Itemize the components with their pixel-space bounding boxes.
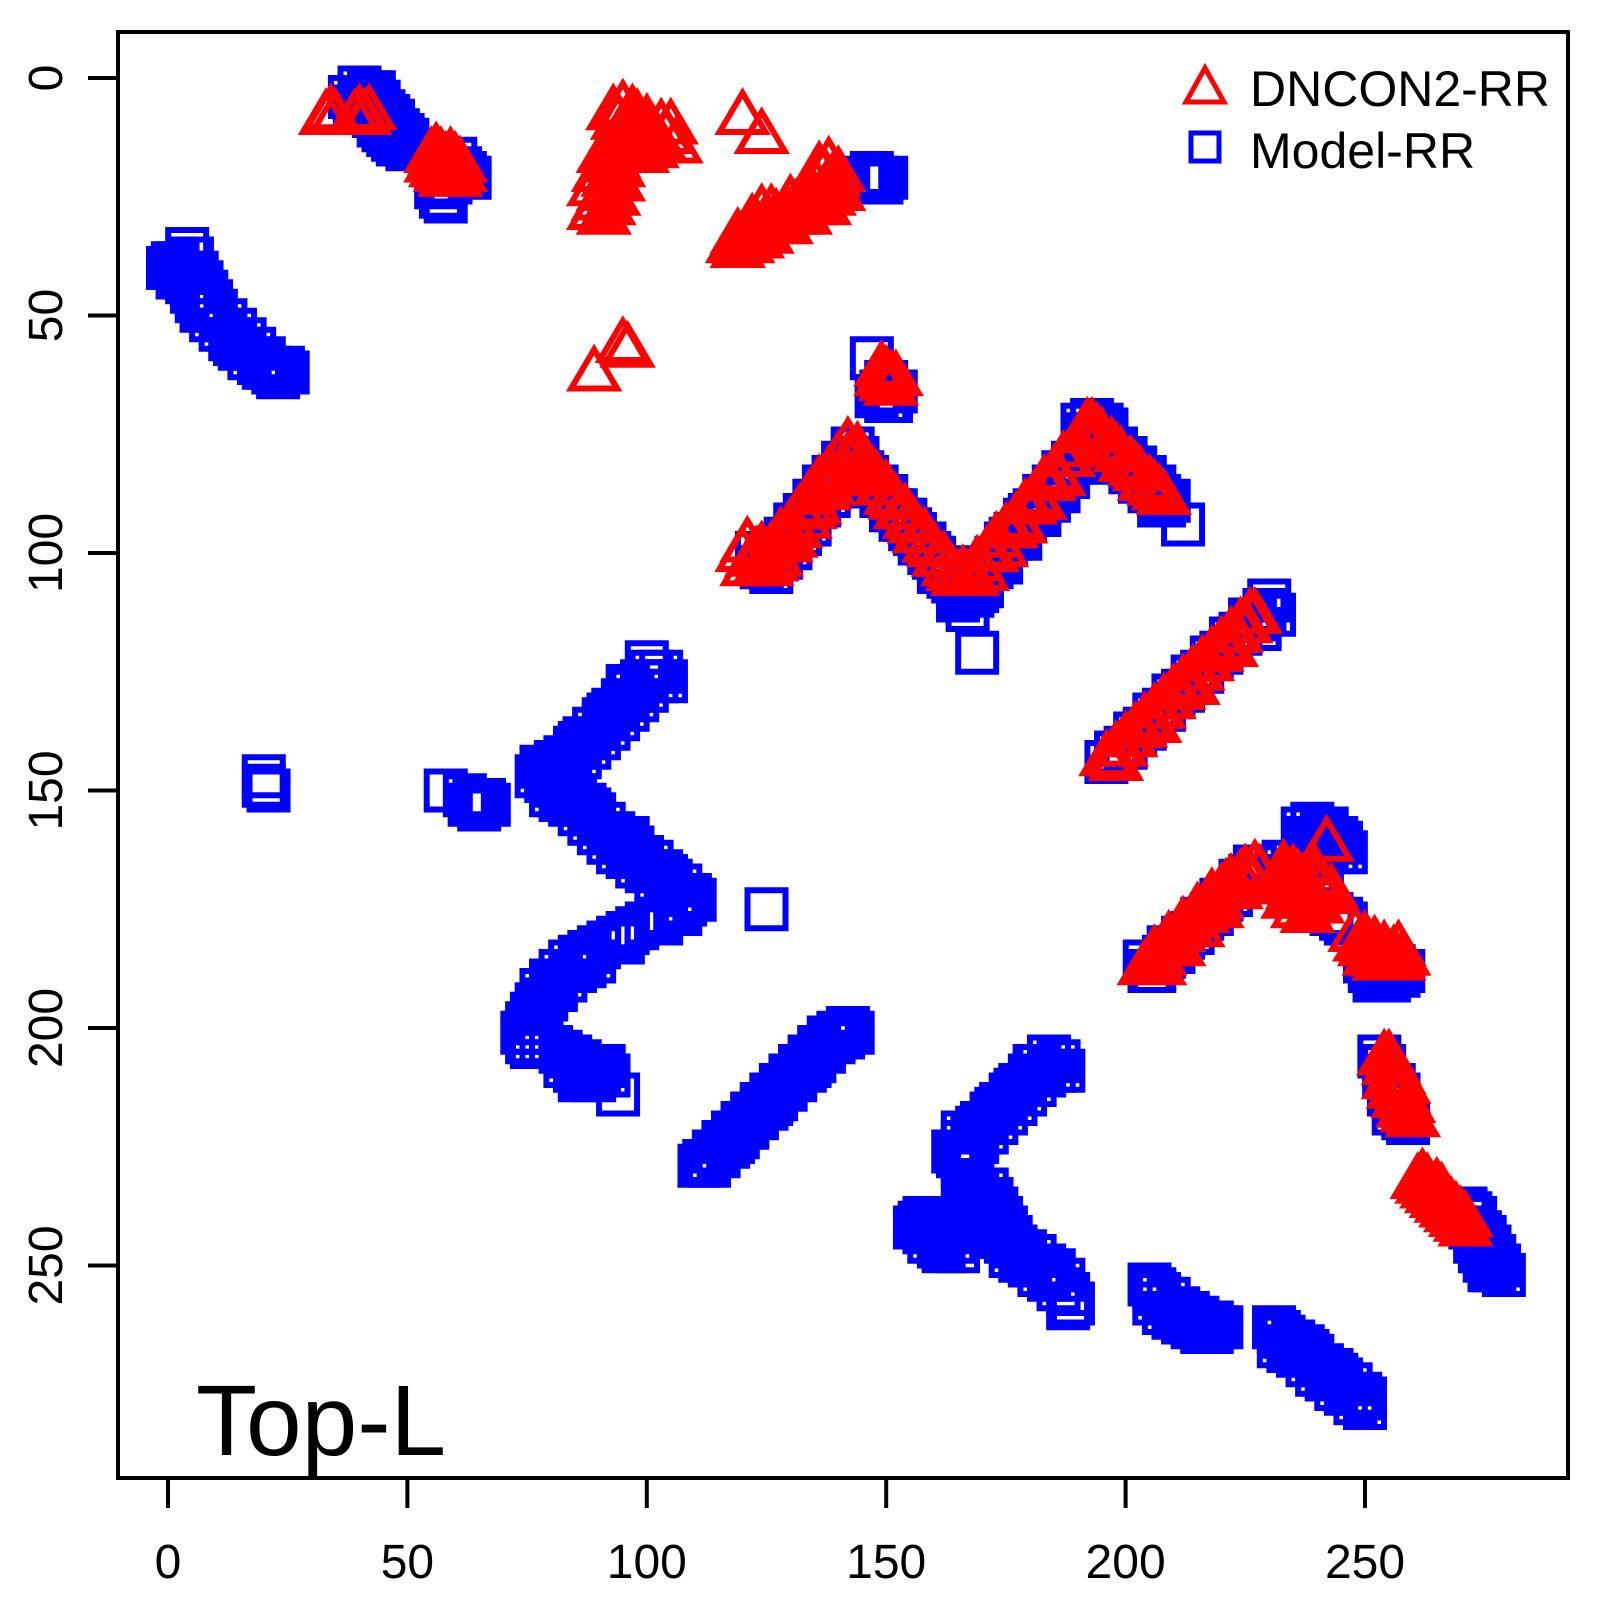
dncon2-rr-point <box>575 163 632 211</box>
dncon2-rr-point <box>585 167 642 216</box>
dncon2-rr-point <box>1303 861 1360 910</box>
y-tick-label: 0 <box>20 65 73 92</box>
model-rr-point <box>375 122 420 167</box>
model-rr-point <box>639 649 684 694</box>
model-rr-point <box>830 1010 875 1055</box>
legend-label-model: Model-RR <box>1250 123 1475 179</box>
model-rr-point <box>169 236 214 281</box>
model-rr-point <box>1199 1305 1244 1350</box>
model-rr-point <box>581 1044 626 1088</box>
model-rr-point <box>457 787 502 832</box>
model-rr-point <box>658 892 703 936</box>
dncon2-rr-point <box>580 148 637 197</box>
model-rr-point <box>241 763 286 808</box>
dncon2-rr-point <box>867 348 925 397</box>
model-rr-point <box>821 1015 866 1060</box>
model-rr-point <box>1050 1281 1095 1326</box>
dncon2-rr-point <box>1126 695 1183 743</box>
model-rr-point <box>256 355 301 400</box>
dncon2-rr-point <box>589 139 647 188</box>
model-rr-point <box>1041 1048 1086 1093</box>
axis-tick-labels: 0 50 100 150 200 250 0 50 100 150 200 250 <box>20 65 1405 1589</box>
model-rr-point <box>744 887 789 932</box>
model-rr-point <box>1481 1253 1526 1297</box>
model-rr-point <box>864 155 909 200</box>
dncon2-rr-point <box>1087 733 1145 781</box>
x-tick-label: 100 <box>607 1536 687 1589</box>
x-tick-label: 50 <box>381 1536 434 1589</box>
annotation-top-l: Top-L <box>196 1365 446 1477</box>
model-rr-point <box>265 350 310 395</box>
dncon2-rr-point <box>963 524 1020 572</box>
model-rr-point <box>572 1058 617 1103</box>
x-tick-label: 250 <box>1325 1536 1405 1589</box>
x-tick-label: 200 <box>1086 1536 1166 1589</box>
model-rr-point <box>596 1072 641 1117</box>
dncon2-rr-point <box>431 144 489 192</box>
dncon2-rr-point <box>340 82 398 131</box>
dncon2-rr-point <box>1375 927 1432 976</box>
model-rr-point <box>1333 1381 1378 1426</box>
dncon2-rr-point <box>714 87 771 135</box>
x-tick-label: 150 <box>846 1536 926 1589</box>
dncon2-rr-point <box>589 153 647 202</box>
y-tick-label: 100 <box>20 513 73 593</box>
dncon2-rr-point <box>642 96 699 145</box>
dncon2-rr-point <box>1202 619 1260 667</box>
y-tick-label: 150 <box>20 750 73 830</box>
dncon2-rr-point <box>1437 1189 1494 1237</box>
y-tick-label: 250 <box>20 1225 73 1305</box>
dncon2-rr-point <box>810 163 867 211</box>
model-rr-point <box>1041 1257 1086 1302</box>
dncon2-rr-point <box>1384 1089 1442 1138</box>
series-dncon2-rr <box>297 77 1494 1247</box>
legend: DNCON2-RR Model-RR <box>1181 61 1550 179</box>
dncon2-rr-point <box>1226 585 1284 634</box>
dncon2-rr-point <box>1164 657 1221 705</box>
dncon2-rr-point <box>733 106 790 154</box>
dncon2-rr-point <box>599 319 656 368</box>
model-rr-point <box>1343 1386 1387 1430</box>
dncon2-rr-point <box>565 343 623 392</box>
dncon2-rr-point <box>944 547 1001 596</box>
dncon2-rr-point <box>1298 813 1355 862</box>
model-rr-point <box>1036 1039 1081 1084</box>
model-rr-point <box>462 778 507 822</box>
model-rr-point <box>955 630 1000 675</box>
model-rr-point <box>165 227 210 271</box>
model-rr-point <box>1189 1310 1234 1354</box>
x-tick-label: 0 <box>155 1536 182 1589</box>
model-rr-point <box>466 782 511 827</box>
model-rr-point <box>672 877 717 922</box>
dncon2-rr-point <box>1379 1075 1437 1123</box>
model-rr-point <box>1046 1286 1091 1331</box>
model-rr-point <box>1026 1034 1071 1079</box>
dncon2-rr-point <box>431 134 489 183</box>
model-rr-point <box>859 160 904 205</box>
legend-label-dncon2: DNCON2-RR <box>1250 61 1550 117</box>
model-rr-point <box>246 768 291 813</box>
model-rr-point <box>1477 1243 1522 1288</box>
dncon2-rr-point <box>810 144 867 192</box>
y-tick-label: 200 <box>20 988 73 1068</box>
plot-box <box>116 30 1570 1480</box>
y-tick-label: 50 <box>20 289 73 342</box>
legend-triangle-icon <box>1181 62 1229 105</box>
model-rr-point <box>260 345 305 390</box>
model-rr-point <box>825 1006 870 1050</box>
axis-ticks <box>88 76 1367 1508</box>
dncon2-rr-point <box>647 115 704 164</box>
model-rr-point <box>643 659 688 704</box>
model-rr-point <box>1472 1248 1517 1293</box>
dncon2-rr-point <box>1135 467 1193 515</box>
model-rr-point <box>1338 1371 1383 1416</box>
dncon2-rr-point <box>1437 1198 1494 1247</box>
legend-square-icon <box>1188 130 1222 164</box>
